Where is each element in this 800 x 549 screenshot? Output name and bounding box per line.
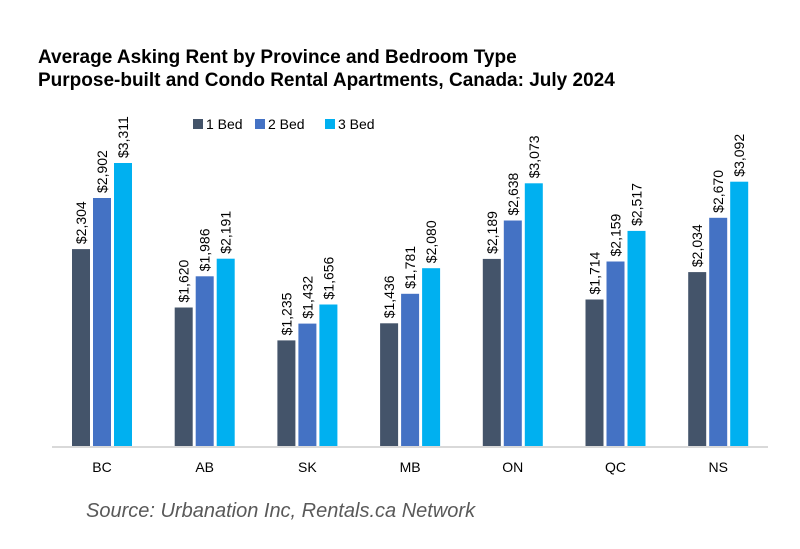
bar-sk-1-bed: [277, 340, 296, 446]
bar-sk-3-bed: [319, 304, 338, 446]
data-label-bc-2-bed: $2,902: [94, 150, 110, 193]
bar-ab-2-bed: [195, 276, 214, 446]
bar-ab-3-bed: [216, 258, 235, 446]
data-label-on-1-bed: $2,189: [484, 211, 500, 254]
data-label-sk-3-bed: $1,656: [320, 256, 336, 299]
bar-bc-1-bed: [72, 249, 90, 446]
legend-label-1-bed: 1 Bed: [206, 116, 243, 132]
data-label-bc-3-bed: $3,311: [115, 116, 131, 158]
x-tick-bc: BC: [92, 459, 111, 475]
bar-on-3-bed: [524, 183, 543, 447]
data-label-ns-1-bed: $2,034: [689, 224, 705, 267]
bar-sk-2-bed: [298, 323, 317, 446]
legend-label-3-bed: 3 Bed: [338, 116, 375, 132]
data-label-sk-2-bed: $1,432: [299, 276, 315, 319]
data-label-mb-1-bed: $1,436: [381, 275, 397, 318]
x-axis-ticks: BC AB SK MB ON QC NS: [92, 459, 728, 475]
bar-on-2-bed: [503, 220, 522, 446]
data-label-ab-1-bed: $1,620: [176, 259, 192, 302]
data-label-ns-2-bed: $2,670: [710, 170, 726, 213]
bars: $2,304 $2,902 $3,311 $1,620 $1,986 $2,191 $1,2…: [72, 116, 749, 447]
data-label-sk-1-bed: $1,235: [278, 292, 294, 335]
legend-swatch-3-bed: [325, 119, 335, 129]
data-label-ab-2-bed: $1,986: [197, 228, 213, 271]
bar-bc-2-bed: [93, 198, 111, 446]
chart-title: Average Asking Rent by Province and Bedr…: [38, 47, 517, 68]
legend-swatch-1-bed: [193, 119, 203, 129]
bar-qc-3-bed: [627, 230, 646, 446]
legend-label-2-bed: 2 Bed: [268, 116, 305, 132]
bar-qc-2-bed: [606, 261, 625, 446]
bar-ns-3-bed: [730, 181, 749, 446]
x-tick-ab: AB: [195, 459, 214, 475]
source-note: Source: Urbanation Inc, Rentals.ca Netwo…: [86, 500, 476, 522]
data-label-qc-1-bed: $1,714: [587, 251, 603, 294]
chart-subtitle: Purpose-built and Condo Rental Apartment…: [38, 70, 615, 91]
data-label-on-2-bed: $2,638: [505, 172, 521, 215]
data-label-ns-3-bed: $3,092: [731, 134, 747, 177]
x-tick-mb: MB: [400, 459, 421, 475]
data-label-bc-1-bed: $2,304: [73, 201, 89, 244]
bar-qc-1-bed: [585, 299, 604, 446]
x-tick-sk: SK: [298, 459, 317, 475]
bar-mb-3-bed: [422, 268, 441, 446]
x-tick-qc: QC: [605, 459, 626, 475]
x-tick-on: ON: [502, 459, 523, 475]
data-label-qc-3-bed: $2,517: [629, 183, 645, 226]
bar-on-1-bed: [482, 258, 501, 446]
chart-title-block: Average Asking Rent by Province and Bedr…: [38, 46, 615, 92]
x-tick-ns: NS: [708, 459, 727, 475]
bar-ns-2-bed: [709, 217, 728, 446]
data-label-on-3-bed: $3,073: [526, 135, 542, 178]
bar-bc-3-bed: [114, 163, 132, 446]
data-label-mb-3-bed: $2,080: [423, 220, 439, 263]
legend: 1 Bed 2 Bed 3 Bed: [193, 116, 375, 132]
bar-mb-1-bed: [380, 323, 399, 446]
bar-ns-1-bed: [688, 272, 707, 446]
data-label-ab-3-bed: $2,191: [218, 211, 234, 254]
data-label-qc-2-bed: $2,159: [608, 213, 624, 256]
bar-mb-2-bed: [401, 293, 420, 446]
legend-swatch-2-bed: [255, 119, 265, 129]
bar-ab-1-bed: [174, 307, 193, 446]
data-label-mb-2-bed: $1,781: [402, 246, 418, 289]
